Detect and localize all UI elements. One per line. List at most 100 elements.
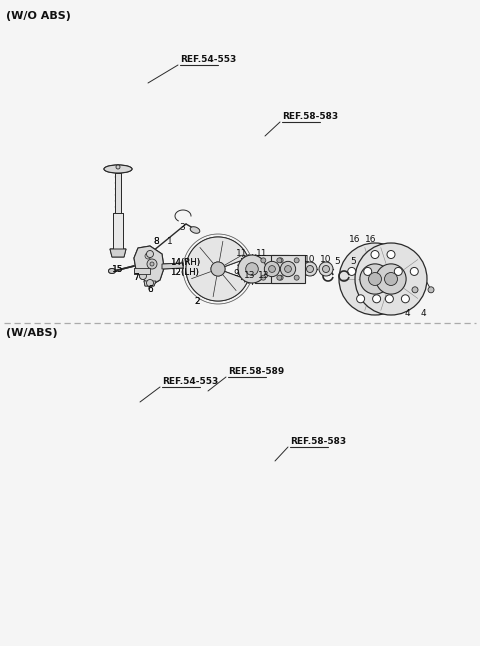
Text: 14(RH): 14(RH) (170, 258, 200, 267)
Circle shape (246, 263, 258, 275)
Text: 5: 5 (334, 256, 340, 266)
Polygon shape (162, 263, 183, 269)
Circle shape (116, 165, 120, 169)
Text: 14(RH): 14(RH) (170, 258, 200, 267)
Polygon shape (162, 263, 183, 269)
Text: (W/O ABS): (W/O ABS) (6, 11, 71, 21)
Polygon shape (115, 173, 121, 213)
Circle shape (277, 275, 282, 280)
Circle shape (147, 259, 157, 269)
Circle shape (364, 267, 372, 275)
Text: 3: 3 (179, 224, 185, 233)
Text: 8: 8 (153, 238, 159, 247)
Text: 4: 4 (404, 309, 410, 317)
Circle shape (150, 262, 154, 266)
Circle shape (372, 295, 381, 303)
Polygon shape (113, 213, 123, 251)
Circle shape (410, 267, 418, 275)
Circle shape (339, 243, 411, 315)
Circle shape (269, 266, 276, 273)
Text: 6: 6 (147, 286, 153, 295)
Circle shape (238, 255, 266, 283)
Circle shape (278, 275, 283, 280)
Circle shape (385, 295, 394, 303)
Circle shape (303, 262, 317, 276)
Circle shape (277, 258, 282, 263)
Circle shape (294, 275, 299, 280)
Circle shape (140, 273, 146, 280)
Text: REF.58-583: REF.58-583 (290, 437, 346, 446)
Polygon shape (186, 237, 248, 301)
Polygon shape (134, 246, 164, 284)
Text: 2: 2 (194, 297, 200, 306)
Circle shape (261, 275, 266, 280)
Circle shape (307, 266, 313, 273)
Text: 1: 1 (167, 238, 173, 247)
Circle shape (211, 262, 225, 276)
Polygon shape (113, 213, 123, 251)
Circle shape (384, 273, 397, 286)
Circle shape (401, 295, 409, 303)
Circle shape (376, 264, 406, 294)
Text: 10: 10 (304, 255, 316, 264)
Circle shape (150, 262, 154, 266)
Bar (255, 255, 289, 282)
Text: 12(LH): 12(LH) (170, 267, 199, 276)
Text: 8: 8 (153, 238, 159, 247)
Text: 7: 7 (133, 273, 139, 282)
Ellipse shape (104, 165, 132, 173)
Polygon shape (134, 246, 164, 284)
Circle shape (360, 264, 390, 294)
Circle shape (147, 259, 157, 269)
Text: 11: 11 (236, 249, 248, 258)
Polygon shape (110, 249, 126, 257)
Circle shape (146, 280, 154, 286)
Text: 4: 4 (420, 309, 426, 317)
Polygon shape (144, 281, 156, 286)
Circle shape (145, 253, 151, 259)
Circle shape (428, 287, 434, 293)
Circle shape (146, 251, 154, 258)
Circle shape (357, 295, 365, 303)
Circle shape (369, 273, 382, 286)
Text: 13: 13 (258, 271, 270, 280)
Text: 7: 7 (133, 273, 139, 282)
Circle shape (394, 267, 402, 275)
Bar (271, 255, 305, 282)
Text: (W/ABS): (W/ABS) (6, 328, 58, 338)
Text: 6: 6 (147, 286, 153, 295)
Circle shape (323, 266, 329, 273)
Polygon shape (115, 173, 121, 213)
Circle shape (261, 258, 266, 263)
Circle shape (319, 262, 333, 276)
Circle shape (211, 262, 225, 276)
Text: 13: 13 (244, 271, 256, 280)
Circle shape (116, 165, 120, 169)
Polygon shape (134, 268, 150, 274)
Circle shape (278, 258, 283, 263)
Circle shape (285, 266, 291, 273)
Circle shape (371, 251, 379, 258)
Text: 12(LH): 12(LH) (170, 267, 199, 276)
Polygon shape (144, 281, 156, 286)
Ellipse shape (108, 269, 116, 273)
Ellipse shape (190, 227, 200, 233)
Text: 16: 16 (349, 234, 361, 244)
Text: REF.58-583: REF.58-583 (282, 112, 338, 121)
Text: 2: 2 (194, 297, 200, 306)
Text: 9: 9 (233, 269, 239, 278)
Circle shape (140, 273, 146, 280)
Text: 15: 15 (112, 266, 124, 275)
Circle shape (348, 267, 356, 275)
Text: 16: 16 (365, 234, 377, 244)
Circle shape (412, 287, 418, 293)
Polygon shape (110, 249, 126, 257)
Text: 11: 11 (256, 249, 268, 258)
Polygon shape (186, 237, 248, 301)
Text: REF.54-553: REF.54-553 (180, 55, 236, 64)
Circle shape (280, 262, 296, 276)
Ellipse shape (104, 165, 132, 173)
Polygon shape (134, 268, 150, 274)
Ellipse shape (108, 269, 116, 273)
Text: 15: 15 (112, 266, 124, 275)
